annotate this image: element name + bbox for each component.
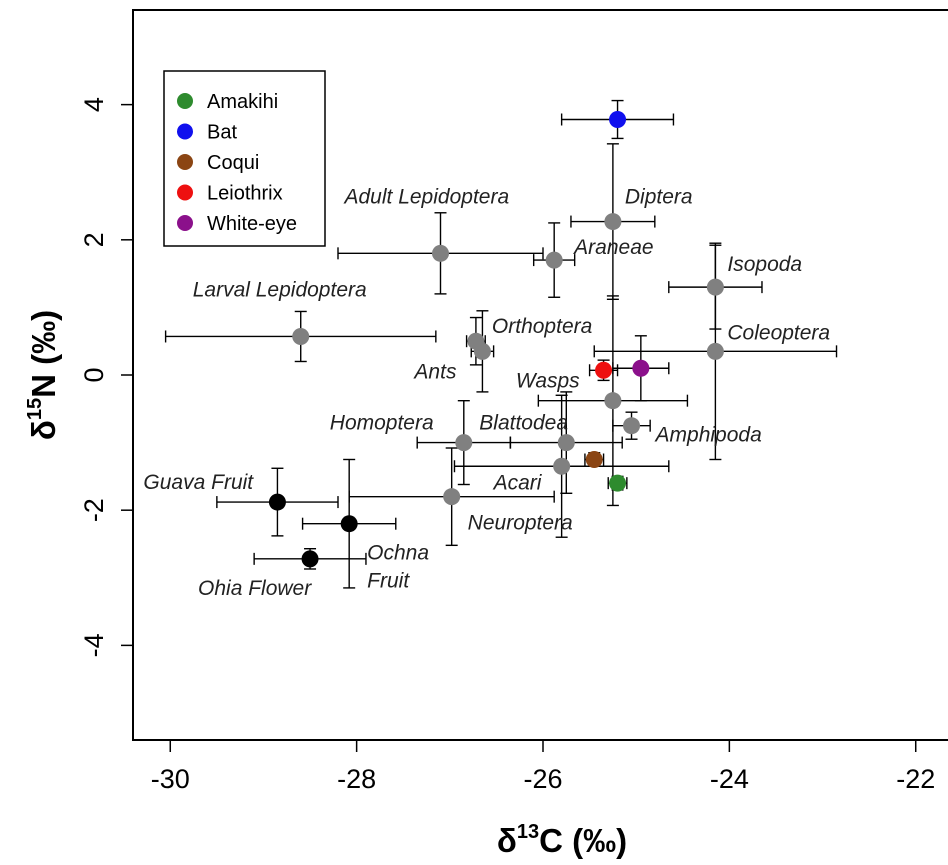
- axes: -30 -28 -26 -24 -22 -4 -2 0 2 4: [79, 97, 935, 794]
- y-tick-label-4: 4: [79, 97, 109, 112]
- x-axis-title-unit: C (‰): [539, 822, 627, 859]
- y-axis-title-symbol: δ: [25, 420, 62, 440]
- legend-label-white-eye: White-eye: [207, 213, 297, 235]
- legend-label-bat: Bat: [207, 122, 237, 144]
- point-4: [609, 474, 627, 492]
- y-tick-label-0: -4: [79, 633, 109, 657]
- y-axis-title-unit: N (‰): [25, 310, 62, 398]
- legend-label-coqui: Coqui: [207, 152, 259, 174]
- label-blattodea: Blattodea: [479, 412, 568, 435]
- label-amphipoda: Amphipoda: [654, 424, 762, 447]
- label-guava-fruit: Guava Fruit: [143, 471, 254, 494]
- y-axis-title: δ15N (‰): [24, 310, 62, 440]
- label-homoptera: Homoptera: [330, 412, 434, 435]
- point-larval-lepidoptera: [292, 327, 310, 345]
- y-tick-label-1: -2: [79, 498, 109, 522]
- point-labels: Diptera Adult Lepidoptera Araneae Isopoda La…: [143, 185, 830, 600]
- x-tick-label-3: -24: [710, 764, 749, 794]
- y-tick-label-2: 0: [79, 367, 109, 382]
- point-blattodea: [557, 434, 575, 452]
- point-adult-lepidoptera: [432, 244, 449, 262]
- point-2: [632, 359, 650, 377]
- point-guava-fruit: [268, 493, 286, 511]
- point-1: [595, 361, 613, 379]
- point-ochna-fruit: [340, 515, 358, 533]
- legend-label-amakihi: Amakihi: [207, 91, 278, 113]
- legend-marker-amakihi: [177, 93, 193, 109]
- legend-marker-bat: [177, 123, 193, 140]
- label-adult-lepidoptera: Adult Lepidoptera: [343, 185, 510, 208]
- legend-label-leiothrix: Leiothrix: [207, 183, 283, 205]
- label-diptera: Diptera: [625, 186, 693, 209]
- label-ants: Ants: [412, 360, 457, 383]
- point-3: [585, 450, 603, 468]
- x-tick-label-2: -26: [523, 764, 562, 794]
- point-neuroptera: [443, 488, 461, 506]
- label-acari: Acari: [492, 471, 543, 494]
- label-neuroptera: Neuroptera: [468, 512, 573, 535]
- point-coleoptera: [706, 342, 724, 360]
- point-isopoda: [706, 278, 724, 296]
- point-wasps: [604, 392, 622, 410]
- label-larval-lepidoptera: Larval Lepidoptera: [193, 278, 367, 301]
- x-axis-title: δ13C (‰): [497, 821, 627, 859]
- legend: Amakihi Bat Coqui Leiothrix White-eye: [163, 70, 326, 247]
- label-ohia-flower: Ohia Flower: [198, 577, 312, 600]
- label-isopoda: Isopoda: [727, 253, 802, 276]
- error-bar-14: [612, 411, 651, 440]
- label-ochna-fruit-line2: Fruit: [367, 570, 410, 593]
- point-araneae: [545, 251, 563, 269]
- point-homoptera: [455, 434, 473, 452]
- legend-marker-leiothrix: [177, 184, 193, 201]
- legend-marker-white-eye: [177, 215, 193, 231]
- label-coleoptera: Coleoptera: [727, 321, 830, 344]
- label-ochna-fruit-line1: Ochna: [367, 542, 429, 565]
- point-ohia-flower: [301, 550, 319, 568]
- label-orthoptera: Orthoptera: [492, 315, 592, 338]
- label-araneae: Araneae: [572, 236, 653, 259]
- point-diptera: [604, 213, 622, 231]
- x-axis-title-superscript: 13: [517, 821, 539, 843]
- x-tick-label-0: -30: [151, 764, 190, 794]
- x-tick-label-1: -28: [337, 764, 376, 794]
- point-ants: [473, 342, 491, 360]
- point-0: [609, 111, 627, 128]
- y-axis-title-superscript: 15: [24, 398, 46, 420]
- x-tick-label-4: -22: [896, 764, 935, 794]
- y-tick-label-3: 2: [79, 232, 109, 247]
- label-wasps: Wasps: [516, 370, 580, 393]
- data-points: [268, 111, 724, 568]
- legend-marker-coqui: [177, 154, 193, 170]
- x-axis-title-symbol: δ: [497, 822, 517, 859]
- point-amphipoda: [623, 417, 641, 435]
- point-acari: [553, 457, 571, 475]
